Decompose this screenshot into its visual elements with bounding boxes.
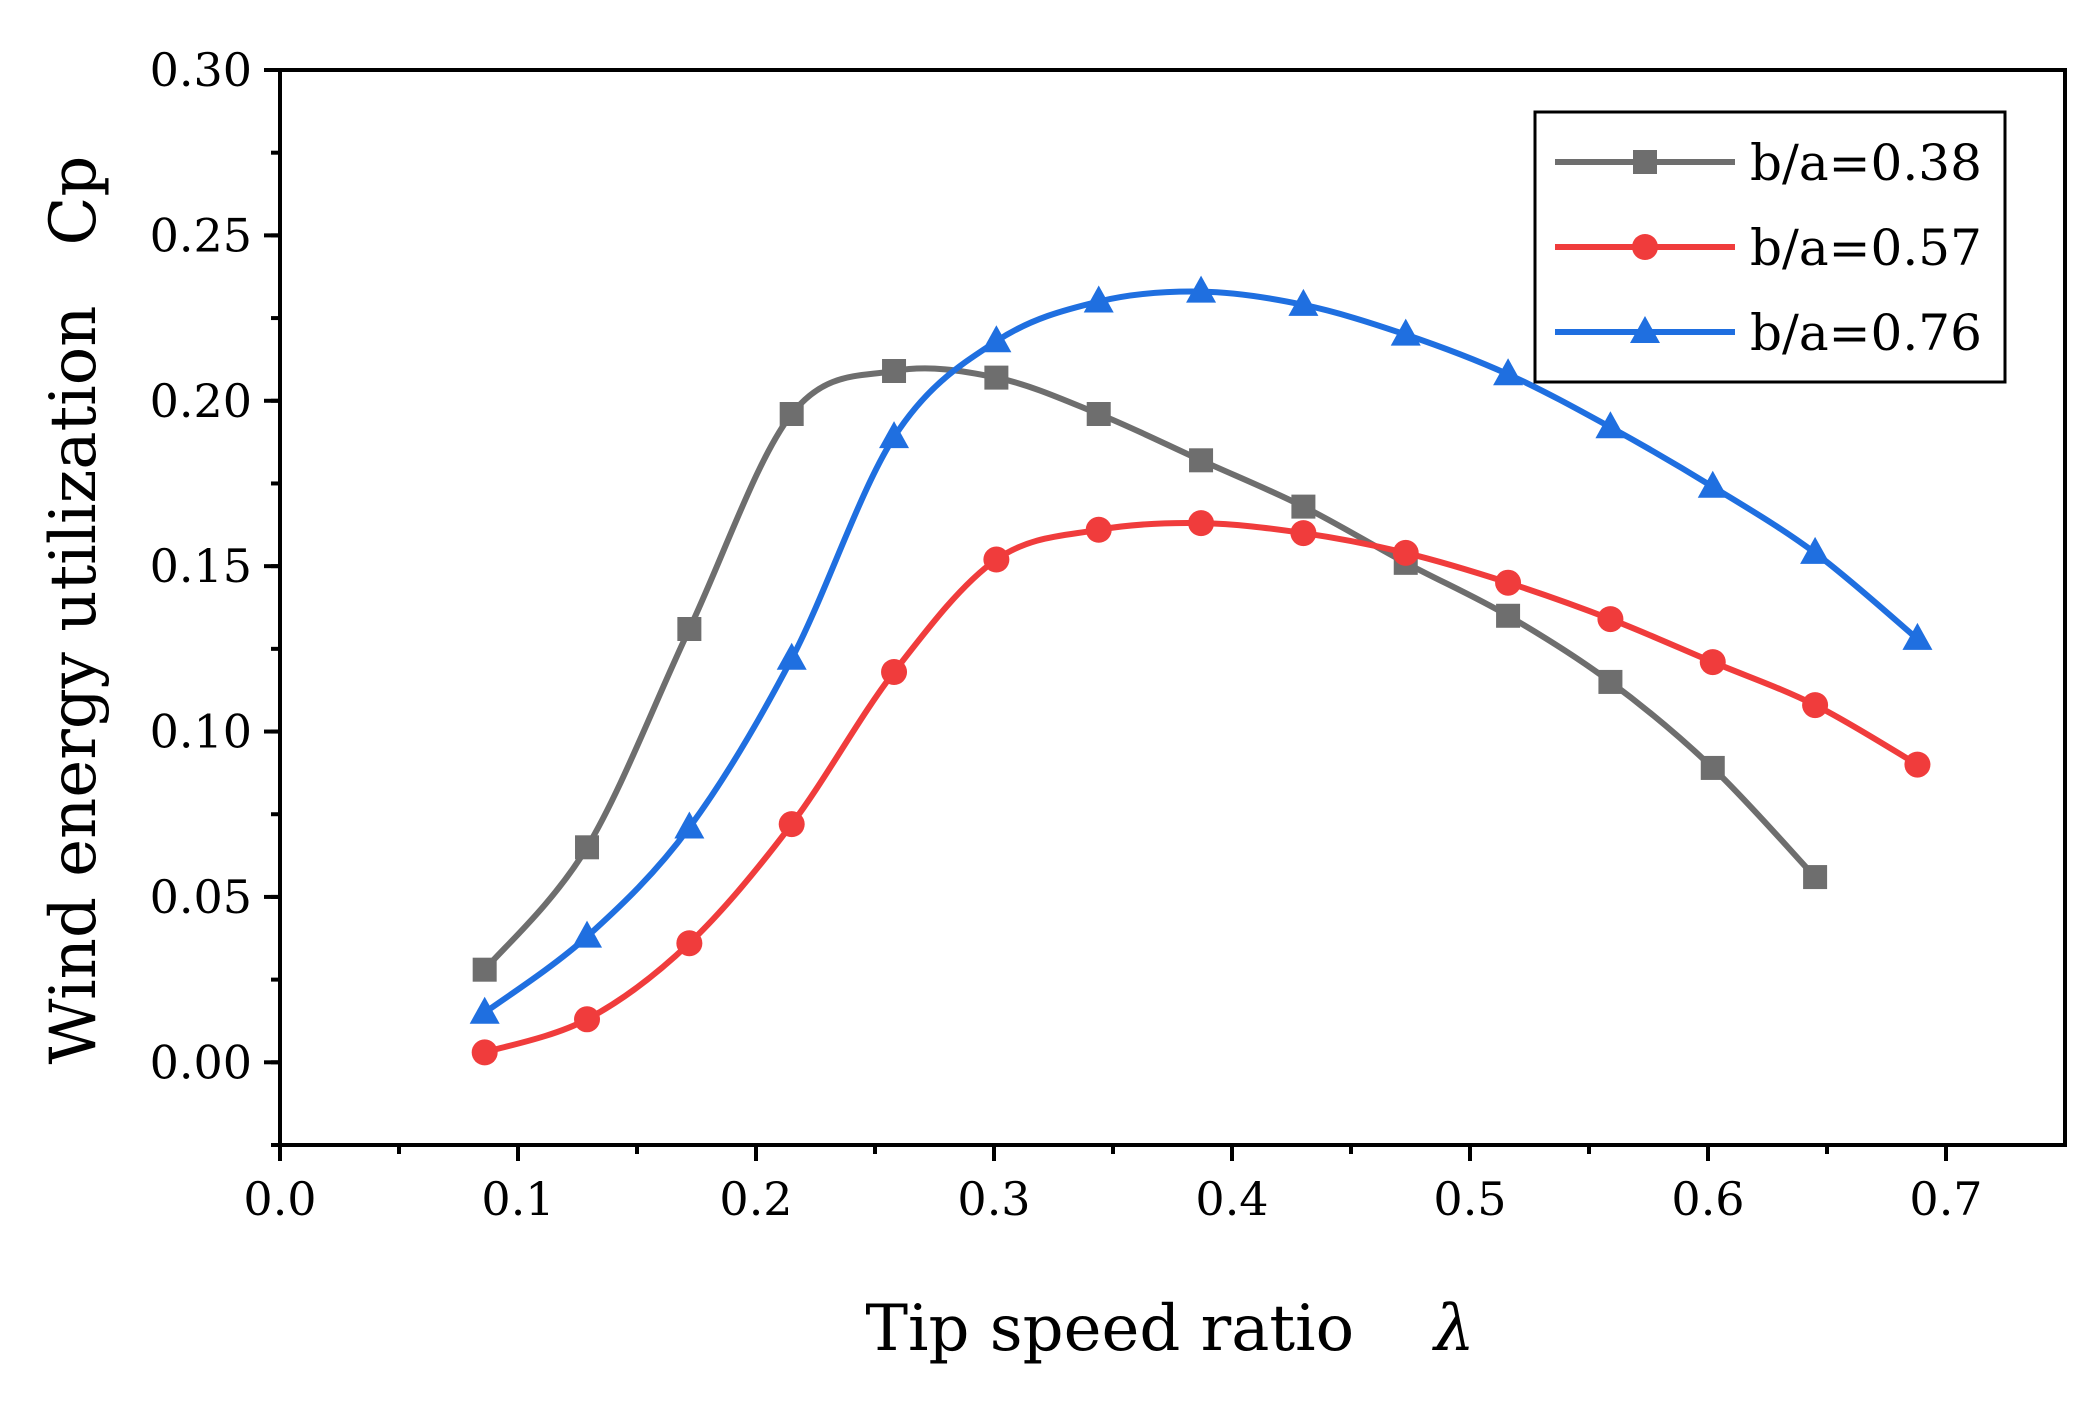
data-point (1595, 411, 1626, 439)
data-point (677, 617, 702, 641)
axes: 0.0 0.1 0.2 0.3 0.4 0.5 0.6 0.7 0.00 0.05 0.10 0.15… (150, 43, 2067, 1226)
y-tick-label: 0.20 (150, 374, 252, 428)
data-point (879, 421, 910, 449)
data-point (1288, 288, 1319, 316)
series-line (482, 365, 1818, 972)
data-point (881, 659, 908, 685)
data-point (983, 546, 1010, 573)
y-tick-label: 0.00 (150, 1035, 252, 1089)
data-point (1700, 755, 1725, 780)
x-tick-label: 0.5 (1433, 1172, 1506, 1226)
axis-titles: Tip speed ratio λ Wind energy utilizationC… (37, 156, 1475, 1366)
y-tick-label: 0.10 (150, 705, 252, 759)
legend-label: b/a=0.76 (1750, 304, 1982, 362)
data-point (1392, 539, 1419, 566)
data-point (469, 996, 500, 1024)
series-line (482, 288, 1920, 1016)
data-point (1493, 358, 1524, 386)
x-tick-label: 0.6 (1671, 1172, 1744, 1226)
x-tick-label: 0.1 (481, 1172, 554, 1226)
y-axis-title: Wind energy utilizationCp (37, 156, 111, 1065)
data-point (1189, 448, 1214, 473)
data-point (1083, 285, 1114, 313)
data-point (674, 811, 705, 839)
series-layer (469, 275, 1933, 1066)
legend-item: b/a=0.57 (1555, 219, 1982, 277)
x-tick-label: 0.7 (1909, 1172, 1982, 1226)
data-point (981, 325, 1012, 353)
data-point (1800, 536, 1831, 564)
data-point (1495, 569, 1522, 596)
data-point (779, 402, 804, 426)
legend-item: b/a=0.76 (1555, 304, 1982, 362)
x-tick-label: 0.4 (1195, 1172, 1268, 1226)
legend-label: b/a=0.38 (1750, 134, 1982, 192)
series-b-a-0-57 (471, 510, 1931, 1066)
data-point (1597, 606, 1624, 633)
y-tick-label: 0.15 (150, 539, 252, 593)
data-point (984, 365, 1009, 390)
data-point (778, 811, 805, 838)
data-point (1291, 494, 1316, 519)
x-tick-label: 0.3 (957, 1172, 1030, 1226)
data-point (574, 1006, 601, 1033)
x-tick-label: 0.0 (243, 1172, 316, 1226)
legend-marker (1633, 150, 1657, 174)
data-point (776, 642, 807, 670)
legend-label: b/a=0.57 (1750, 219, 1982, 277)
data-point (1290, 520, 1317, 547)
data-point (1086, 402, 1111, 426)
legend-marker (1632, 234, 1658, 260)
data-point (572, 920, 603, 948)
data-point (1085, 516, 1112, 543)
data-point (882, 359, 907, 383)
data-point (1496, 603, 1521, 628)
data-point (1697, 470, 1728, 498)
x-tick-label: 0.2 (719, 1172, 792, 1226)
series-b-a-0-38 (472, 359, 1828, 982)
data-point (472, 957, 497, 982)
series-line (483, 520, 1919, 1056)
legend: b/a=0.38 b/a=0.57 b/a=0.76 (1533, 110, 2007, 384)
data-point (1390, 318, 1421, 346)
data-point (1699, 649, 1726, 676)
plot-frame (278, 68, 2067, 1147)
data-point (1904, 751, 1931, 778)
y-tick-label: 0.05 (150, 870, 252, 924)
y-tick-label: 0.25 (150, 208, 252, 262)
x-axis-title: Tip speed ratio λ (865, 1292, 1474, 1366)
data-point (1803, 865, 1828, 890)
legend-marker (1630, 316, 1660, 343)
data-point (1902, 622, 1933, 650)
data-point (676, 930, 703, 957)
legend-item: b/a=0.38 (1555, 134, 1982, 192)
data-point (1188, 510, 1215, 537)
data-point (1598, 669, 1623, 694)
data-point (1186, 275, 1217, 303)
data-point (1802, 692, 1829, 719)
data-point (575, 835, 600, 860)
data-point (471, 1039, 498, 1066)
y-tick-label: 0.30 (150, 43, 252, 97)
series-b-a-0-76 (469, 275, 1933, 1024)
